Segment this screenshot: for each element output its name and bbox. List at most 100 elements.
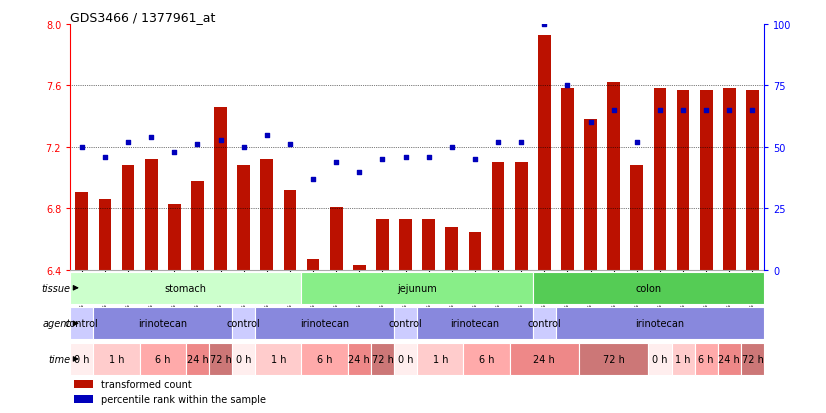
Bar <box>695 343 718 375</box>
Bar <box>445 228 458 271</box>
Point <box>168 149 181 156</box>
Text: 0 h: 0 h <box>236 354 251 364</box>
Point <box>399 154 412 161</box>
Bar <box>371 343 394 375</box>
Text: 72 h: 72 h <box>210 354 231 364</box>
Text: control: control <box>227 318 260 329</box>
Point <box>214 137 227 143</box>
Text: 24 h: 24 h <box>719 354 740 364</box>
Text: 1 h: 1 h <box>109 354 124 364</box>
Point <box>746 107 759 114</box>
Point <box>191 142 204 148</box>
Bar <box>214 108 227 271</box>
Point <box>376 157 389 163</box>
Bar <box>283 190 297 271</box>
Text: 6 h: 6 h <box>317 354 332 364</box>
Text: irinotecan: irinotecan <box>138 318 188 329</box>
Text: irinotecan: irinotecan <box>635 318 685 329</box>
Text: 72 h: 72 h <box>372 354 393 364</box>
Point <box>561 83 574 90</box>
Bar <box>75 192 88 271</box>
Point <box>515 139 528 146</box>
Bar <box>468 232 482 271</box>
Bar <box>584 120 597 271</box>
Text: 0 h: 0 h <box>74 354 89 364</box>
Bar <box>255 343 301 375</box>
Bar <box>630 166 643 271</box>
Bar <box>676 91 690 271</box>
Bar <box>145 160 158 271</box>
Bar <box>533 272 764 304</box>
Bar <box>232 343 255 375</box>
Bar <box>121 166 135 271</box>
Point <box>584 120 597 126</box>
Point <box>607 107 620 114</box>
Bar <box>70 308 93 339</box>
Bar <box>533 308 556 339</box>
Text: GDS3466 / 1377961_at: GDS3466 / 1377961_at <box>70 11 216 24</box>
Text: irinotecan: irinotecan <box>450 318 500 329</box>
Bar <box>353 266 366 271</box>
Point <box>283 142 297 148</box>
Point <box>676 107 690 114</box>
Text: 6 h: 6 h <box>155 354 170 364</box>
Bar <box>70 343 93 375</box>
Point <box>306 176 320 183</box>
Text: 1 h: 1 h <box>676 354 691 364</box>
Text: 1 h: 1 h <box>433 354 448 364</box>
Point <box>260 132 273 139</box>
Bar <box>422 220 435 271</box>
Point <box>723 107 736 114</box>
Text: control: control <box>65 318 98 329</box>
Point <box>468 157 482 163</box>
Point <box>630 139 643 146</box>
Text: jejunum: jejunum <box>397 283 437 293</box>
Bar <box>93 308 232 339</box>
Bar <box>491 163 505 271</box>
Bar <box>579 343 648 375</box>
Bar <box>561 89 574 271</box>
Bar <box>463 343 510 375</box>
Point <box>75 144 88 151</box>
Bar <box>93 343 140 375</box>
Bar <box>74 395 93 404</box>
Text: 24 h: 24 h <box>349 354 370 364</box>
Bar <box>700 91 713 271</box>
Bar <box>232 308 255 339</box>
Bar <box>718 343 741 375</box>
Bar <box>98 200 112 271</box>
Bar <box>186 343 209 375</box>
Text: 6 h: 6 h <box>699 354 714 364</box>
Bar <box>301 272 533 304</box>
Bar <box>399 220 412 271</box>
Bar <box>255 308 394 339</box>
Point <box>700 107 713 114</box>
Point <box>237 144 250 151</box>
Point <box>98 154 112 161</box>
Bar <box>538 36 551 271</box>
Point <box>538 21 551 28</box>
Bar <box>301 343 348 375</box>
Bar <box>168 204 181 271</box>
Text: 72 h: 72 h <box>742 354 763 364</box>
Text: time: time <box>49 354 71 364</box>
Point <box>491 139 505 146</box>
Text: agent: agent <box>42 318 71 329</box>
Bar <box>515 163 528 271</box>
Bar <box>348 343 371 375</box>
Bar <box>741 343 764 375</box>
Bar <box>70 272 301 304</box>
Point <box>145 135 158 141</box>
Text: transformed count: transformed count <box>102 379 192 389</box>
Bar <box>607 83 620 271</box>
Point <box>330 159 343 166</box>
Bar <box>653 89 667 271</box>
Text: 0 h: 0 h <box>653 354 667 364</box>
Text: 24 h: 24 h <box>187 354 208 364</box>
Bar <box>510 343 579 375</box>
Bar <box>394 308 417 339</box>
Text: control: control <box>389 318 422 329</box>
Bar <box>417 308 533 339</box>
Bar <box>74 380 93 389</box>
Text: 0 h: 0 h <box>398 354 413 364</box>
